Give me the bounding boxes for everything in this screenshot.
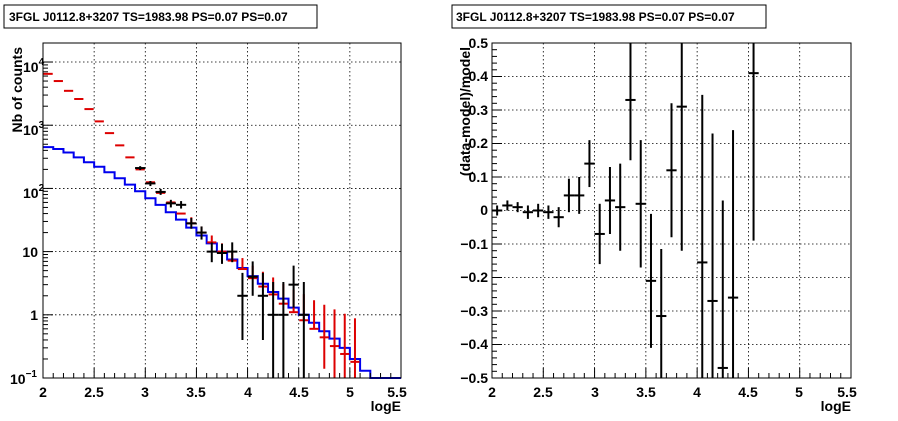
left-y-tick-1: 1 — [30, 307, 38, 323]
left-model-blue-histogram — [43, 146, 401, 379]
right-x-tick: 2 — [488, 384, 496, 400]
right-y-tick: −0.1 — [460, 236, 488, 252]
right-y-tick: 0.2 — [469, 135, 489, 151]
left-y-tick-1e4: 104 — [23, 57, 45, 75]
left-title: 3FGL J0112.8+3207 TS=1983.98 PS=0.07 PS=… — [9, 10, 288, 24]
left-x-tick: 2 — [39, 384, 47, 400]
left-x-axis-title: logE — [371, 398, 401, 414]
left-y-axis-title: Nb of counts — [9, 47, 25, 133]
right-y-tick-labels: 0.5 0.4 0.3 0.2 0.1 0 −0.1 −0.2 −0.3 −0.… — [460, 35, 488, 386]
right-x-tick: 5 — [795, 384, 803, 400]
right-residual-points — [492, 43, 759, 378]
left-x-tick: 4.5 — [289, 384, 309, 400]
right-y-tick: 0.3 — [469, 102, 489, 118]
left-panel: 3FGL J0112.8+3207 TS=1983.98 PS=0.07 PS=… — [3, 4, 407, 414]
left-grid — [43, 43, 401, 378]
left-x-tick: 5.5 — [387, 384, 407, 400]
right-y-tick: 0.4 — [469, 68, 489, 84]
left-x-tick: 4 — [244, 384, 252, 400]
right-y-tick: −0.3 — [460, 303, 488, 319]
left-y-tick-10: 10 — [22, 244, 38, 260]
right-title: 3FGL J0112.8+3207 TS=1983.98 PS=0.07 PS=… — [456, 10, 735, 24]
right-y-tick: 0.5 — [469, 35, 489, 51]
right-x-tick: 4 — [693, 384, 701, 400]
left-x-tick-labels: 2 2.5 3 3.5 4 4.5 5 5.5 — [39, 384, 407, 400]
left-model-blue — [43, 146, 401, 379]
right-x-tick: 3 — [591, 384, 599, 400]
left-plot-frame — [42, 42, 402, 379]
left-axis-ticks — [42, 42, 402, 379]
right-y-tick: −0.4 — [460, 336, 488, 352]
left-model-red — [43, 72, 360, 378]
right-x-tick: 2.5 — [533, 384, 553, 400]
left-data-points — [135, 166, 309, 378]
right-y-tick: 0 — [480, 202, 488, 218]
right-y-tick: 0.1 — [469, 169, 489, 185]
right-panel: 3FGL J0112.8+3207 TS=1983.98 PS=0.07 PS=… — [451, 4, 857, 414]
left-y-tick-1e3: 103 — [23, 120, 45, 138]
right-x-tick: 3.5 — [636, 384, 656, 400]
left-x-tick: 3 — [141, 384, 149, 400]
left-x-tick: 5 — [346, 384, 354, 400]
right-x-axis-title: logE — [821, 398, 851, 414]
left-y-tick-1e-1: 10−1 — [10, 369, 37, 387]
right-x-tick: 4.5 — [738, 384, 758, 400]
left-y-tick-labels: 104 103 102 10 1 10−1 — [10, 57, 45, 387]
left-title-box — [3, 4, 318, 29]
right-x-tick: 5.5 — [837, 384, 857, 400]
right-y-tick: −0.5 — [460, 370, 488, 386]
left-x-tick: 2.5 — [84, 384, 104, 400]
right-axis-ticks — [491, 42, 852, 379]
right-y-axis-title: (data-model)/model — [457, 47, 473, 176]
left-x-tick: 3.5 — [186, 384, 206, 400]
right-x-tick-labels: 2 2.5 3 3.5 4 4.5 5 5.5 — [488, 384, 857, 400]
right-title-box — [451, 4, 767, 29]
left-y-tick-1e2: 102 — [23, 183, 45, 201]
right-y-tick: −0.2 — [460, 269, 488, 285]
